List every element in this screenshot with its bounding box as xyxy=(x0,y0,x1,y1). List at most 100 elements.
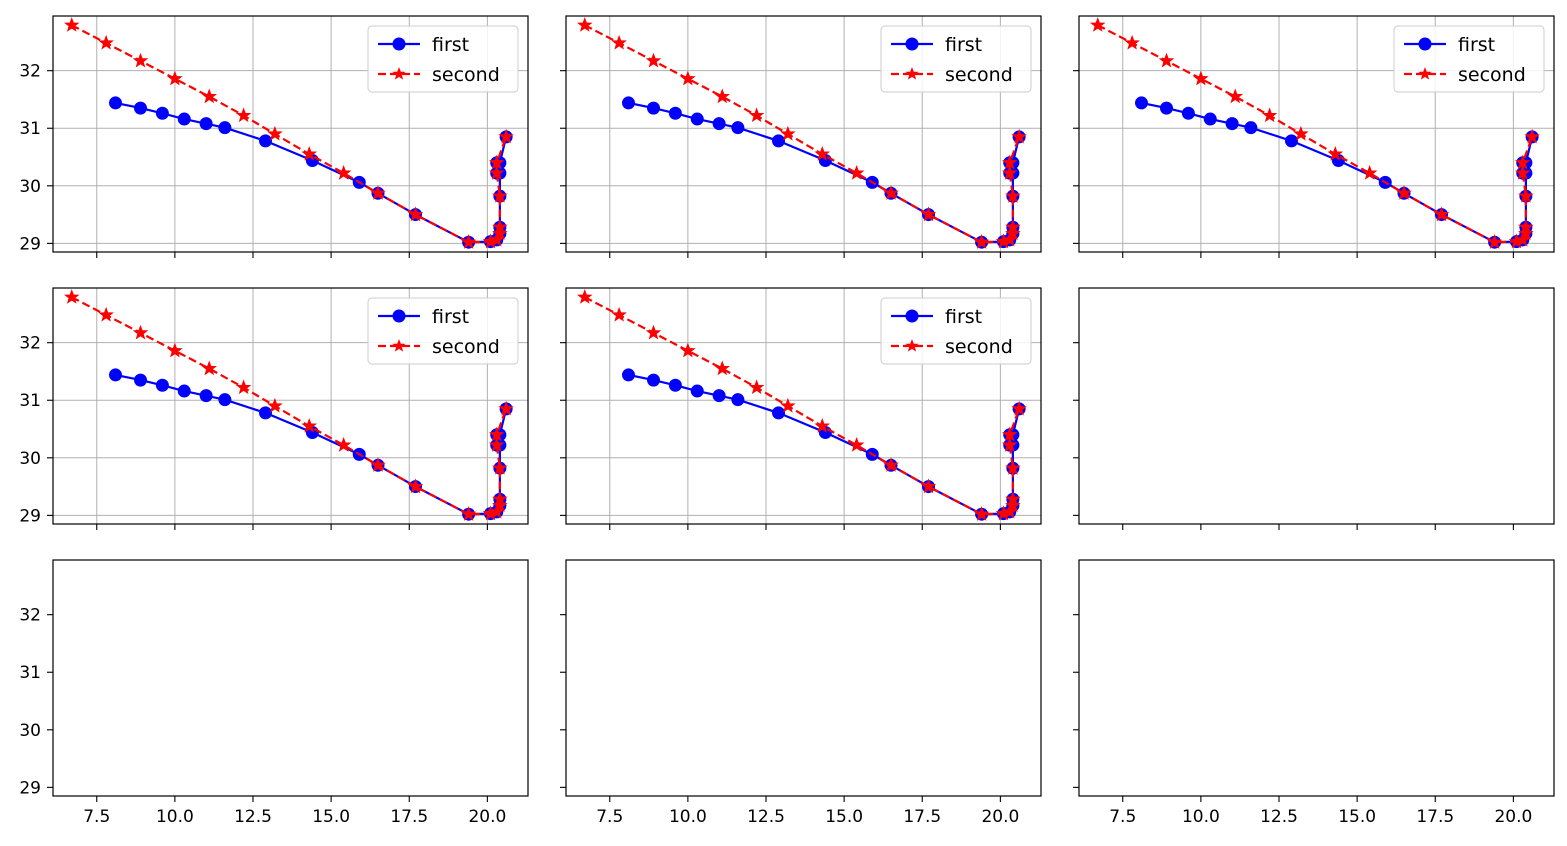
data-point-second xyxy=(201,88,218,104)
data-point-second xyxy=(1089,17,1106,32)
data-point-second xyxy=(680,342,696,358)
y-tick-label: 29 xyxy=(19,506,41,526)
data-point-second xyxy=(370,457,386,472)
data-point-first xyxy=(1285,134,1298,148)
y-tick-label: 31 xyxy=(19,663,41,683)
data-point-second xyxy=(973,506,990,521)
data-point-second xyxy=(63,289,80,304)
legend-marker-second xyxy=(392,339,406,352)
legend-label-second: second xyxy=(432,336,500,358)
data-point-first xyxy=(668,378,682,392)
x-tick-label: 17.5 xyxy=(1416,807,1454,827)
legend-marker-second xyxy=(905,339,919,352)
subplot-r3c3: 7.5 10.0 12.5 15.0 17.5 20.0 xyxy=(1073,559,1555,827)
data-point-second xyxy=(611,306,627,322)
series-second xyxy=(576,17,1027,249)
data-point-second xyxy=(201,360,218,376)
data-point-second xyxy=(1261,107,1278,123)
data-point-second xyxy=(132,52,149,68)
data-point-first xyxy=(177,384,191,398)
data-point-second xyxy=(267,125,283,141)
data-point-second xyxy=(1396,185,1412,200)
subplot-r1c1: 29 30 31 32 first second xyxy=(19,15,529,258)
x-tick-label: 12.5 xyxy=(747,807,785,827)
data-point-second xyxy=(407,478,424,494)
y-tick-label: 29 xyxy=(19,778,41,798)
data-point-second xyxy=(98,306,114,322)
data-point-second xyxy=(488,426,505,442)
data-point-first xyxy=(177,112,191,126)
legend-box xyxy=(1393,25,1545,93)
data-point-second xyxy=(460,506,477,521)
data-point-second xyxy=(335,164,352,180)
data-point-second xyxy=(748,107,765,123)
legend-box xyxy=(880,297,1032,365)
plot-frame xyxy=(565,287,1042,525)
plot-background xyxy=(1079,288,1554,524)
data-point-first xyxy=(199,389,213,403)
data-point-first xyxy=(622,368,635,382)
data-point-second xyxy=(407,206,424,222)
data-point-first xyxy=(647,373,660,387)
subplot-r2c1: 29 30 31 32 first second xyxy=(19,287,529,530)
legend-label-first: first xyxy=(945,34,982,56)
x-tick-label: 10.0 xyxy=(156,807,194,827)
y-tick-label: 32 xyxy=(19,334,41,354)
y-tick-label: 29 xyxy=(19,234,41,254)
data-point-second xyxy=(492,460,508,475)
data-point-first xyxy=(134,101,147,115)
data-point-second xyxy=(1005,188,1021,203)
legend-marker-first xyxy=(392,309,406,323)
data-point-first xyxy=(109,96,122,110)
data-point-second xyxy=(780,125,796,141)
series-line-second xyxy=(71,24,508,244)
plot-background xyxy=(1079,560,1554,796)
series-second xyxy=(63,289,514,521)
data-point-second xyxy=(1011,128,1027,144)
legend-marker-first xyxy=(905,309,919,323)
series-line-second xyxy=(584,296,1021,516)
data-point-first xyxy=(622,96,635,110)
legend: first second xyxy=(880,297,1032,365)
plot-data-area xyxy=(1089,17,1540,249)
plot-data-area xyxy=(63,289,514,521)
data-point-second xyxy=(848,436,865,452)
data-point-second xyxy=(1001,426,1018,442)
data-point-second xyxy=(680,70,696,86)
x-tick-label: 15.0 xyxy=(312,807,350,827)
data-point-second xyxy=(370,185,386,200)
data-point-first xyxy=(668,106,682,120)
data-point-second xyxy=(301,145,318,161)
data-point-second xyxy=(576,289,593,304)
y-tick-label: 31 xyxy=(19,391,41,411)
y-tick-label: 30 xyxy=(19,449,41,469)
data-point-second xyxy=(714,88,731,104)
data-point-second xyxy=(1514,154,1531,170)
series-line-second xyxy=(1097,24,1534,244)
y-tick-label: 31 xyxy=(19,119,41,139)
data-point-second xyxy=(1001,154,1018,170)
data-point-second xyxy=(611,34,627,50)
legend-marker-second xyxy=(392,67,406,80)
data-point-second xyxy=(780,397,796,413)
data-point-second xyxy=(492,497,508,513)
legend-label-second: second xyxy=(945,336,1013,358)
x-tick-label: 15.0 xyxy=(1338,807,1376,827)
data-point-second xyxy=(1193,70,1209,86)
plot-frame xyxy=(52,15,529,253)
data-point-second xyxy=(714,360,731,376)
legend-label-second: second xyxy=(945,64,1013,86)
data-point-second xyxy=(645,324,662,340)
data-point-second xyxy=(1518,225,1534,241)
y-tick-label: 30 xyxy=(19,177,41,197)
x-tick-label: 10.0 xyxy=(1182,807,1220,827)
data-point-first xyxy=(259,406,272,420)
x-tick-label: 17.5 xyxy=(390,807,428,827)
data-point-second xyxy=(98,34,114,50)
data-point-second xyxy=(1514,164,1531,180)
data-point-second xyxy=(1524,128,1540,144)
x-tick-label: 20.0 xyxy=(981,807,1019,827)
data-point-second xyxy=(488,436,505,452)
series-line-second xyxy=(71,296,508,516)
